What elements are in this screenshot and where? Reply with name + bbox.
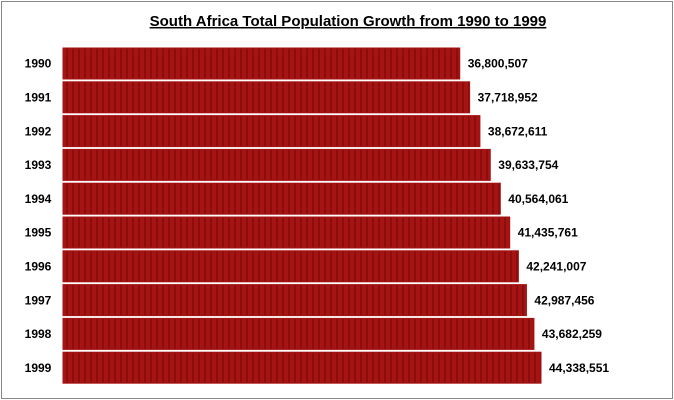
bar [62, 351, 542, 384]
data-label: 43,682,259 [542, 327, 602, 341]
bar [62, 317, 535, 350]
data-label: 36,800,507 [468, 57, 528, 71]
data-label: 42,987,456 [534, 293, 594, 307]
bar [62, 47, 461, 80]
bar [62, 284, 527, 317]
chart-title: South Africa Total Population Growth fro… [150, 13, 547, 30]
bar [62, 250, 519, 283]
data-label: 40,564,061 [508, 192, 568, 206]
data-label: 41,435,761 [518, 226, 578, 240]
y-tick-label: 1994 [25, 192, 52, 206]
y-tick-label: 1992 [25, 124, 52, 138]
y-tick-label: 1993 [25, 158, 52, 172]
data-label: 42,241,007 [526, 259, 586, 273]
bar [62, 148, 491, 181]
y-tick-label: 1995 [25, 226, 52, 240]
bar [62, 216, 511, 249]
y-tick-label: 1999 [25, 361, 52, 375]
data-label: 38,672,611 [488, 124, 548, 138]
y-tick-label: 1997 [25, 293, 52, 307]
data-label: 44,338,551 [549, 361, 609, 375]
y-tick-label: 1991 [25, 90, 52, 104]
bar [62, 81, 471, 114]
y-tick-label: 1998 [25, 327, 52, 341]
y-tick-label: 1990 [25, 57, 52, 71]
bar [62, 115, 481, 148]
bar [62, 182, 501, 215]
y-tick-label: 1996 [25, 259, 52, 273]
data-label: 39,633,754 [498, 158, 558, 172]
data-label: 37,718,952 [478, 90, 538, 104]
